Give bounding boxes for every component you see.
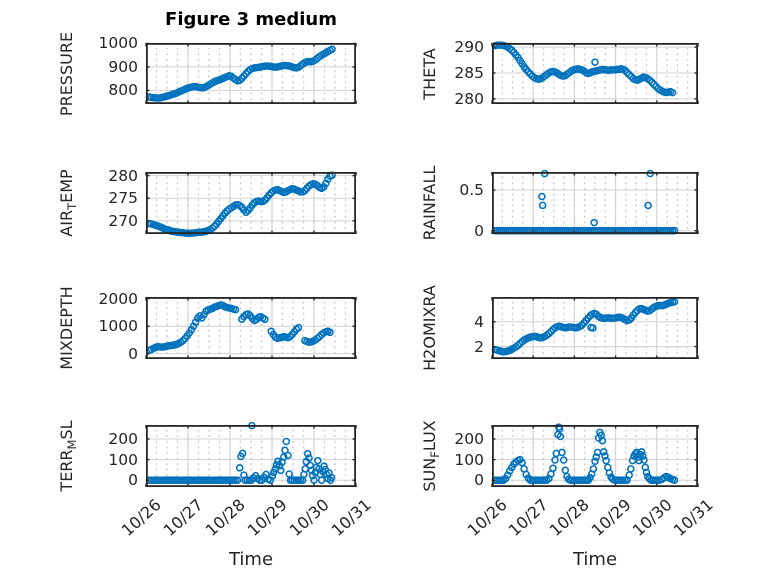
x-tick-label: 10/31 bbox=[327, 495, 375, 540]
y-axis-label-terr_msl: TERRMSL bbox=[57, 346, 80, 566]
y-tick-label: 275 bbox=[108, 189, 138, 208]
figure-title: Figure 3 medium bbox=[165, 9, 337, 30]
y-tick-label: 200 bbox=[108, 430, 138, 448]
minor-grid-mixdepth bbox=[146, 297, 356, 359]
y-tick-label: 285 bbox=[454, 63, 484, 82]
axes-border bbox=[491, 171, 698, 235]
time-axis-label: Time bbox=[228, 549, 274, 570]
y-axis-label-part: M bbox=[65, 439, 80, 450]
scatter-markers bbox=[145, 45, 336, 102]
plot-area-sun_flux bbox=[491, 423, 699, 488]
x-tick-label: 10/29 bbox=[587, 495, 635, 540]
y-axis-label-part: F bbox=[428, 451, 443, 458]
y-tick-label: 290 bbox=[454, 38, 484, 57]
plot-area-terr_msl bbox=[145, 421, 357, 488]
time-axis-label: Time bbox=[572, 549, 618, 570]
major-grid bbox=[146, 297, 356, 359]
axes-border bbox=[145, 296, 356, 360]
scatter-markers bbox=[491, 297, 679, 356]
y-axis-label-part: EMP bbox=[57, 169, 76, 203]
y-tick-label: 0 bbox=[128, 471, 138, 490]
scatter-markers bbox=[145, 421, 336, 484]
y-tick-label: 1000 bbox=[98, 34, 138, 53]
y-tick-label: 1000 bbox=[98, 317, 138, 336]
x-tick-label: 10/27 bbox=[504, 495, 552, 540]
plot-area-h2omixra bbox=[491, 296, 699, 360]
plot-area-pressure bbox=[145, 42, 357, 105]
y-tick-label: 0.5 bbox=[459, 180, 484, 199]
y-tick-label: 0 bbox=[474, 221, 484, 240]
axes-border bbox=[145, 42, 356, 105]
plot-area-air_temp bbox=[145, 171, 357, 238]
x-tick-label: 10/29 bbox=[243, 495, 291, 540]
plot-area-theta bbox=[491, 41, 699, 105]
y-axis-label-part: SUN bbox=[420, 457, 439, 492]
y-tick-label: 0 bbox=[128, 344, 138, 363]
y-tick-label: 270 bbox=[108, 211, 138, 230]
y-tick-label: 4 bbox=[474, 312, 484, 331]
x-tick-label: 10/30 bbox=[285, 495, 333, 540]
x-tick-label: 10/31 bbox=[669, 495, 717, 540]
y-tick-label: 100 bbox=[108, 450, 138, 469]
x-tick-label: 10/28 bbox=[546, 495, 594, 540]
axes-border bbox=[491, 424, 698, 488]
y-tick-label: 0 bbox=[474, 471, 484, 490]
y-tick-label: 900 bbox=[108, 57, 138, 76]
x-tick-label: 10/26 bbox=[463, 495, 511, 540]
major-grid bbox=[492, 297, 698, 359]
y-axis-label-part: THETA bbox=[420, 47, 439, 100]
x-tick-label: 10/30 bbox=[628, 495, 676, 540]
plot-area-mixdepth bbox=[145, 296, 357, 360]
x-tick-label: 10/28 bbox=[201, 495, 249, 540]
axes-border bbox=[491, 42, 698, 105]
y-tick-label: 280 bbox=[108, 166, 138, 185]
major-grid bbox=[146, 172, 356, 234]
scatter-markers bbox=[145, 171, 336, 238]
scatter-markers bbox=[491, 423, 679, 484]
y-axis-label-part: T bbox=[65, 202, 80, 210]
y-axis-label-part: LUX bbox=[420, 420, 439, 452]
y-tick-label: 800 bbox=[108, 81, 138, 100]
scatter-markers bbox=[491, 169, 679, 235]
scatter-markers bbox=[491, 41, 677, 97]
y-tick-label: 2000 bbox=[98, 289, 138, 308]
y-axis-label-part: TERR bbox=[57, 449, 76, 492]
scatter-markers bbox=[145, 301, 334, 354]
y-tick-label: 2 bbox=[474, 337, 484, 356]
axes-border bbox=[145, 171, 356, 235]
y-tick-label: 100 bbox=[454, 450, 484, 469]
axes-border bbox=[491, 296, 698, 360]
axes-border bbox=[145, 424, 356, 488]
y-axis-label-sun_flux: SUNFLUX bbox=[420, 346, 443, 566]
y-tick-label: 280 bbox=[454, 89, 484, 108]
plot-area-rainfall bbox=[491, 169, 699, 235]
x-tick-label: 10/26 bbox=[117, 495, 165, 540]
y-tick-label: 200 bbox=[454, 430, 484, 448]
axis-ticks bbox=[145, 297, 357, 359]
x-tick-label: 10/27 bbox=[159, 495, 207, 540]
minor-grid-rainfall bbox=[492, 172, 698, 234]
y-axis-label-part: SL bbox=[57, 420, 76, 440]
